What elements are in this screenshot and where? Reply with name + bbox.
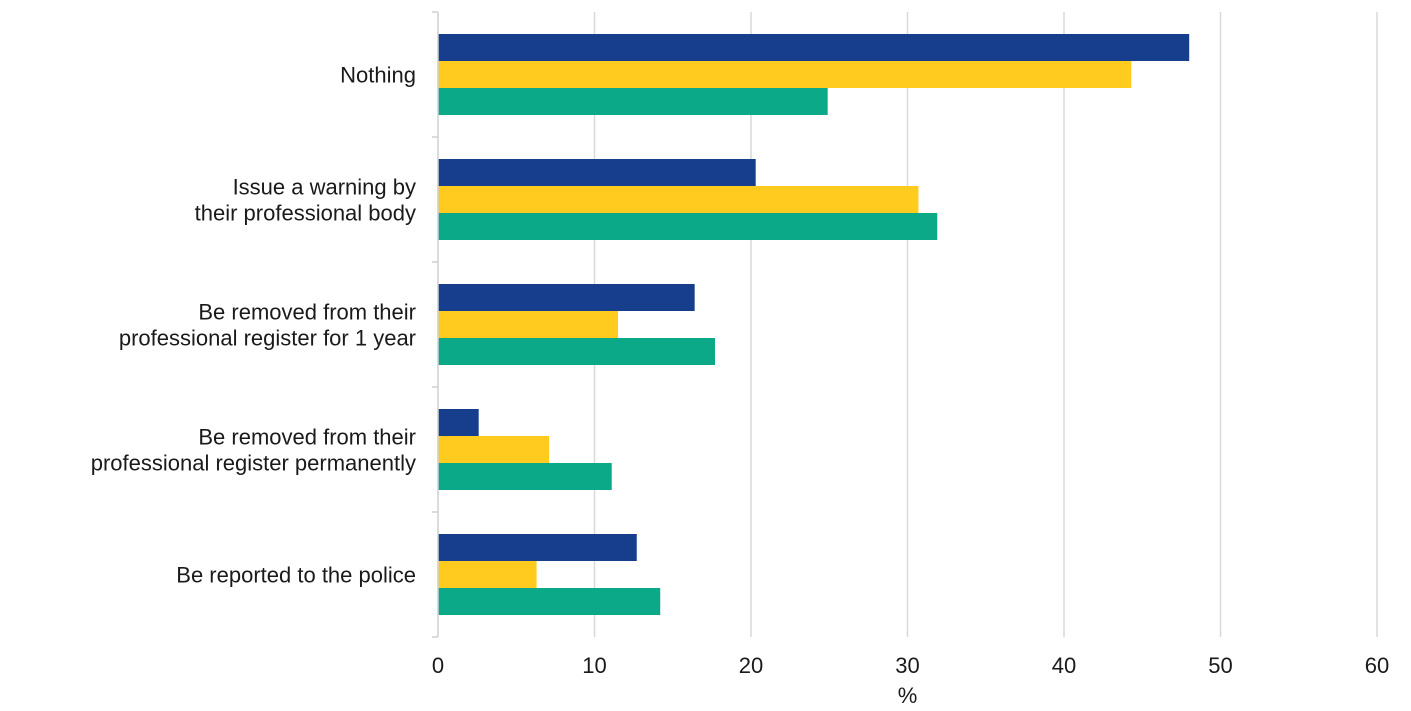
bar-cat1-series2 (438, 213, 938, 240)
x-axis-title: % (898, 683, 918, 708)
x-tick-label-0: 0 (432, 653, 444, 678)
bar-cat2-series0 (438, 284, 695, 311)
category-label-1: Issue a warning by their professional bod… (195, 175, 416, 226)
category-label-line: Be removed from their (198, 425, 416, 450)
x-tick-label-3: 30 (895, 653, 919, 678)
x-tick-label-6: 60 (1365, 653, 1389, 678)
bar-cat0-series0 (438, 34, 1190, 61)
bar-cat3-series1 (438, 436, 550, 463)
bar-cat2-series1 (438, 311, 618, 338)
bar-cat3-series0 (438, 409, 479, 436)
category-label-2: Be removed from their professional regist… (119, 300, 416, 351)
category-labels: Nothing Issue a warning by their professio… (91, 63, 416, 588)
x-tick-labels: 0 10 20 30 40 50 60 (432, 653, 1389, 678)
category-label-line: Nothing (340, 63, 416, 88)
x-tick-label-2: 20 (739, 653, 763, 678)
bar-cat3-series2 (438, 463, 612, 490)
bar-cat1-series1 (438, 186, 919, 213)
category-label-line: Issue a warning by (233, 175, 416, 200)
bar-cat0-series2 (438, 88, 828, 115)
gridlines (593, 12, 1378, 637)
category-label-3: Be removed from their professional regist… (91, 425, 416, 476)
category-label-0: Nothing (340, 63, 416, 88)
bar-cat2-series2 (438, 338, 716, 365)
bar-cat1-series0 (438, 159, 756, 186)
category-label-line: Be removed from their (198, 300, 416, 325)
x-tick-label-4: 40 (1052, 653, 1076, 678)
bar-cat4-series1 (438, 561, 537, 588)
bar-cat4-series0 (438, 534, 637, 561)
category-label-line: professional register for 1 year (119, 326, 416, 351)
x-tick-label-5: 50 (1208, 653, 1232, 678)
x-tick-label-1: 10 (582, 653, 606, 678)
category-label-line: professional register permanently (91, 451, 416, 476)
category-label-4: Be reported to the police (176, 563, 416, 588)
bar-cat4-series2 (438, 588, 661, 615)
bar-cat0-series1 (438, 61, 1132, 88)
category-label-line: their professional body (195, 201, 416, 226)
y-axis (432, 11, 439, 638)
bars (438, 34, 1190, 615)
category-label-line: Be reported to the police (176, 563, 416, 588)
